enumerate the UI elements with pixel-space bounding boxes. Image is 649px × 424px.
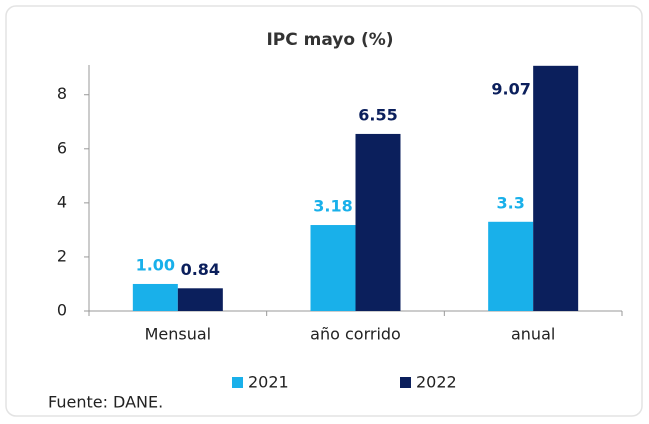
source: Fuente: DANE. <box>48 393 163 412</box>
chart-title: IPC mayo (%) <box>266 30 393 50</box>
bar <box>177 288 223 311</box>
y-tick-label: 0 <box>57 301 67 320</box>
bar <box>132 283 178 311</box>
bar <box>310 225 356 311</box>
x-tick-label: año corrido <box>310 325 401 344</box>
value-label: 3.18 <box>313 197 352 216</box>
y-tick-label: 4 <box>57 192 67 211</box>
x-tick-label: anual <box>511 325 555 344</box>
value-label: 0.84 <box>181 260 220 279</box>
value-label: 6.55 <box>358 105 397 124</box>
value-label: 3.3 <box>496 193 524 212</box>
legend-swatch <box>232 377 243 388</box>
y-tick-label: 8 <box>57 84 67 103</box>
legend-label: 2022 <box>416 373 457 392</box>
legend-label: 2021 <box>248 373 289 392</box>
bar <box>355 133 401 311</box>
legend-swatch <box>400 377 411 388</box>
y-tick-label: 2 <box>57 246 67 265</box>
x-tick-label: Mensual <box>145 325 212 344</box>
value-label: 1.00 <box>136 255 175 274</box>
card <box>5 5 643 417</box>
bar <box>533 65 579 311</box>
y-tick-label: 6 <box>57 138 67 157</box>
value-label: 9.07 <box>491 80 530 99</box>
bar <box>488 221 534 311</box>
